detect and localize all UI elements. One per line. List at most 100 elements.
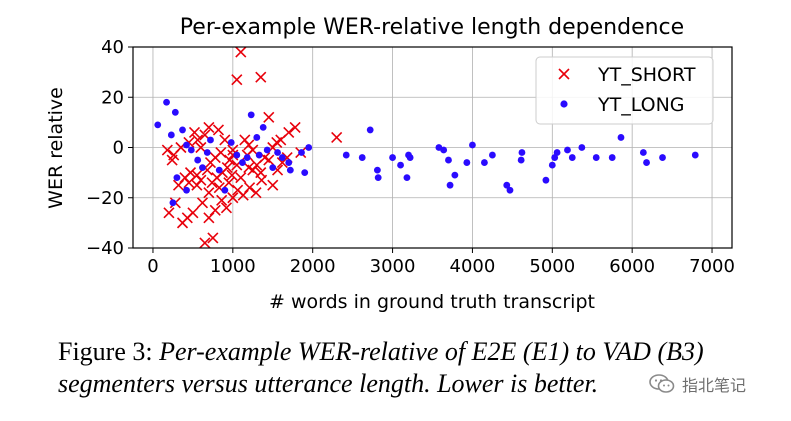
yt-short-point <box>237 189 249 201</box>
chart-title: Per-example WER-relative length dependen… <box>180 15 684 40</box>
legend: YT_SHORT YT_LONG <box>535 56 714 125</box>
x-tick-label: 0 <box>147 256 158 277</box>
y-tick-label: −20 <box>86 188 124 209</box>
yt-short-point <box>220 202 233 214</box>
yt-short-point <box>203 212 215 224</box>
yt-long-point <box>183 186 190 194</box>
yt-long-point <box>286 166 294 174</box>
yt-long-point <box>187 146 195 154</box>
yt-long-point <box>617 134 625 141</box>
yt-long-point <box>608 154 616 161</box>
yt-short-point <box>226 169 238 181</box>
yt-long-point <box>691 151 699 159</box>
yt-short-point <box>176 217 189 229</box>
yt-long-point <box>203 149 211 156</box>
y-tick-label: 20 <box>101 87 124 108</box>
yt-long-point <box>397 161 404 169</box>
yt-short-point <box>207 232 219 244</box>
yt-long-point <box>253 134 261 141</box>
y-tick-label: 0 <box>113 138 124 159</box>
yt-short-point <box>224 154 236 166</box>
yt-long-point <box>183 141 190 149</box>
watermark: 指北笔记 <box>648 372 746 396</box>
yt-short-point <box>256 174 268 186</box>
yt-short-point <box>247 144 259 156</box>
yt-short-point <box>209 204 221 216</box>
x-tick-label: 3000 <box>370 256 416 277</box>
yt-long-point <box>445 156 452 164</box>
yt-short-point <box>203 187 215 199</box>
yt-long-point <box>463 159 471 166</box>
yt-long-point <box>374 174 382 182</box>
yt-short-point <box>231 74 243 86</box>
yt-short-point <box>221 162 233 174</box>
yt-short-point <box>166 154 178 166</box>
caption-lead: Figure 3: <box>58 337 153 366</box>
x-tick-label: 4000 <box>450 256 496 277</box>
yt-long-point <box>403 174 411 182</box>
yt-long-point <box>227 139 235 146</box>
y-axis-label: WER relative <box>45 87 67 209</box>
x-tick-label: 5000 <box>529 256 575 277</box>
yt-long-point <box>239 159 246 166</box>
yt-long-point <box>451 171 459 179</box>
yt-long-point <box>259 124 267 131</box>
yt-long-point <box>247 111 255 119</box>
x-tick-label: 7000 <box>689 256 735 277</box>
yt-long-point <box>171 108 179 116</box>
yt-short-point <box>255 71 267 83</box>
yt-long-point <box>553 149 561 156</box>
caption-text: Per-example WER-relative of E2E (E1) to … <box>58 337 704 398</box>
yt-long-point <box>643 159 650 166</box>
yt-long-point <box>373 166 381 174</box>
y-tick-label: −40 <box>86 238 124 259</box>
yt-long-point <box>221 186 229 194</box>
yt-long-point <box>342 151 350 159</box>
yt-long-point <box>542 176 550 184</box>
yt-short-point <box>267 179 279 191</box>
yt-short-point <box>263 111 275 123</box>
data-points <box>154 46 699 249</box>
yt-short-point <box>161 144 173 156</box>
scatter-chart: 0 1000 2000 3000 4000 5000 6000 7000 −40 −20 0 20 40… <box>45 15 735 313</box>
yt-short-point <box>283 126 295 138</box>
yt-short-point <box>199 237 211 249</box>
yt-long-point <box>243 154 251 161</box>
figure-caption: Figure 3: Per-example WER-relative of E2… <box>58 336 778 400</box>
yt-short-point <box>196 197 209 209</box>
yt-long-point <box>298 149 305 156</box>
yt-long-point <box>592 154 600 161</box>
yt-short-point <box>183 177 195 189</box>
yt-long-point <box>446 181 454 189</box>
yt-long-point <box>179 126 186 134</box>
yt-short-point <box>212 124 225 136</box>
legend-label-yt-short: YT_SHORT <box>597 64 696 86</box>
yt-long-point <box>263 146 271 154</box>
yt-long-point <box>518 149 526 156</box>
yt-long-point <box>568 154 576 161</box>
yt-short-point <box>289 121 301 133</box>
yt-long-point <box>301 169 309 177</box>
yt-long-point <box>506 186 514 194</box>
yt-long-point <box>366 126 374 134</box>
yt-long-point <box>285 159 293 166</box>
yt-short-point <box>188 126 201 138</box>
yt-long-point <box>564 146 571 154</box>
yt-long-point <box>274 149 281 156</box>
legend-label-yt-long: YT_LONG <box>597 94 685 116</box>
yt-short-point <box>203 121 215 133</box>
yt-short-point <box>191 179 203 191</box>
yt-long-point <box>163 98 170 106</box>
yt-long-point <box>659 154 666 161</box>
yt-short-point <box>263 154 275 166</box>
yt-long-point <box>215 166 223 174</box>
x-tick-label: 6000 <box>609 256 655 277</box>
yt-long-point <box>358 154 366 161</box>
yt-short-point <box>195 141 207 154</box>
yt-long-point <box>269 164 277 172</box>
yt-long-point <box>154 121 162 129</box>
yt-short-point <box>216 194 228 206</box>
axis-ticks: 0 1000 2000 3000 4000 5000 6000 7000 −40 −20 0 20 40 <box>86 37 735 277</box>
yt-long-point <box>233 151 241 159</box>
yt-long-point <box>207 136 214 144</box>
